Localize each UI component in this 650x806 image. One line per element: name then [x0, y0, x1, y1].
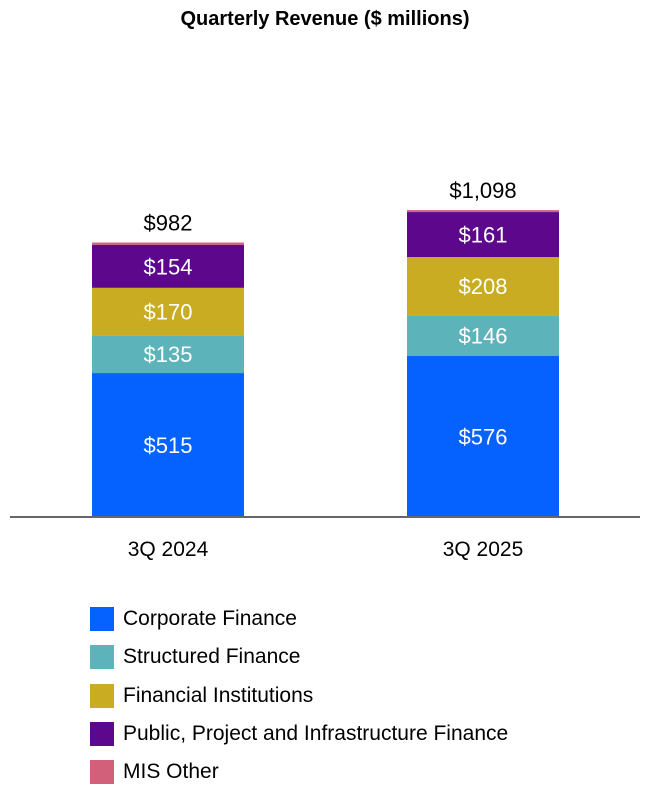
bar-segment	[407, 212, 559, 258]
legend-label: Financial Institutions	[123, 683, 314, 707]
bar-segment	[92, 287, 244, 336]
x-tick-label: 3Q 2024	[128, 538, 209, 561]
bar-segment	[407, 210, 559, 213]
bar-segment	[92, 335, 244, 374]
bar-segment	[92, 242, 244, 245]
bar-segment	[92, 244, 244, 288]
legend-swatch	[90, 607, 114, 632]
data-label: $146	[459, 324, 508, 349]
legend-swatch	[90, 722, 114, 747]
legend-item: Public, Project and Infrastructure Finan…	[90, 715, 508, 753]
chart-title: Quarterly Revenue ($ millions)	[180, 8, 470, 30]
legend-label: Structured Finance	[123, 645, 301, 669]
bar-segment	[407, 315, 559, 357]
data-label: $208	[459, 274, 508, 299]
data-label: $576	[459, 425, 508, 450]
x-tick-label: 3Q 2025	[443, 538, 524, 561]
legend-label: Public, Project and Infrastructure Finan…	[123, 722, 509, 746]
legend-swatch	[90, 645, 114, 670]
legend-item: Structured Finance	[90, 638, 508, 676]
legend-item: Corporate Finance	[90, 600, 508, 638]
total-label: $982	[144, 211, 193, 236]
data-label: $135	[144, 342, 193, 367]
bar-segment	[407, 356, 559, 517]
total-label: $1,098	[449, 178, 516, 203]
legend-item: Financial Institutions	[90, 677, 508, 715]
legend-swatch	[90, 760, 114, 785]
bar-segment	[407, 257, 559, 316]
legend-item: MIS Other	[90, 753, 508, 791]
data-label: $170	[144, 300, 193, 325]
stacked-bar-chart: $515 $135 $170 $154 $982 3Q 2024 $576 $146 $208 $…	[10, 178, 640, 561]
data-label: $154	[144, 254, 193, 279]
legend-label: MIS Other	[123, 760, 219, 784]
data-label: $515	[144, 433, 193, 458]
legend-swatch	[90, 683, 114, 708]
bar-segment	[92, 373, 244, 517]
legend: Corporate Finance Structured Finance Finan…	[90, 600, 508, 791]
legend-label: Corporate Finance	[123, 607, 297, 631]
data-label: $161	[459, 223, 508, 248]
